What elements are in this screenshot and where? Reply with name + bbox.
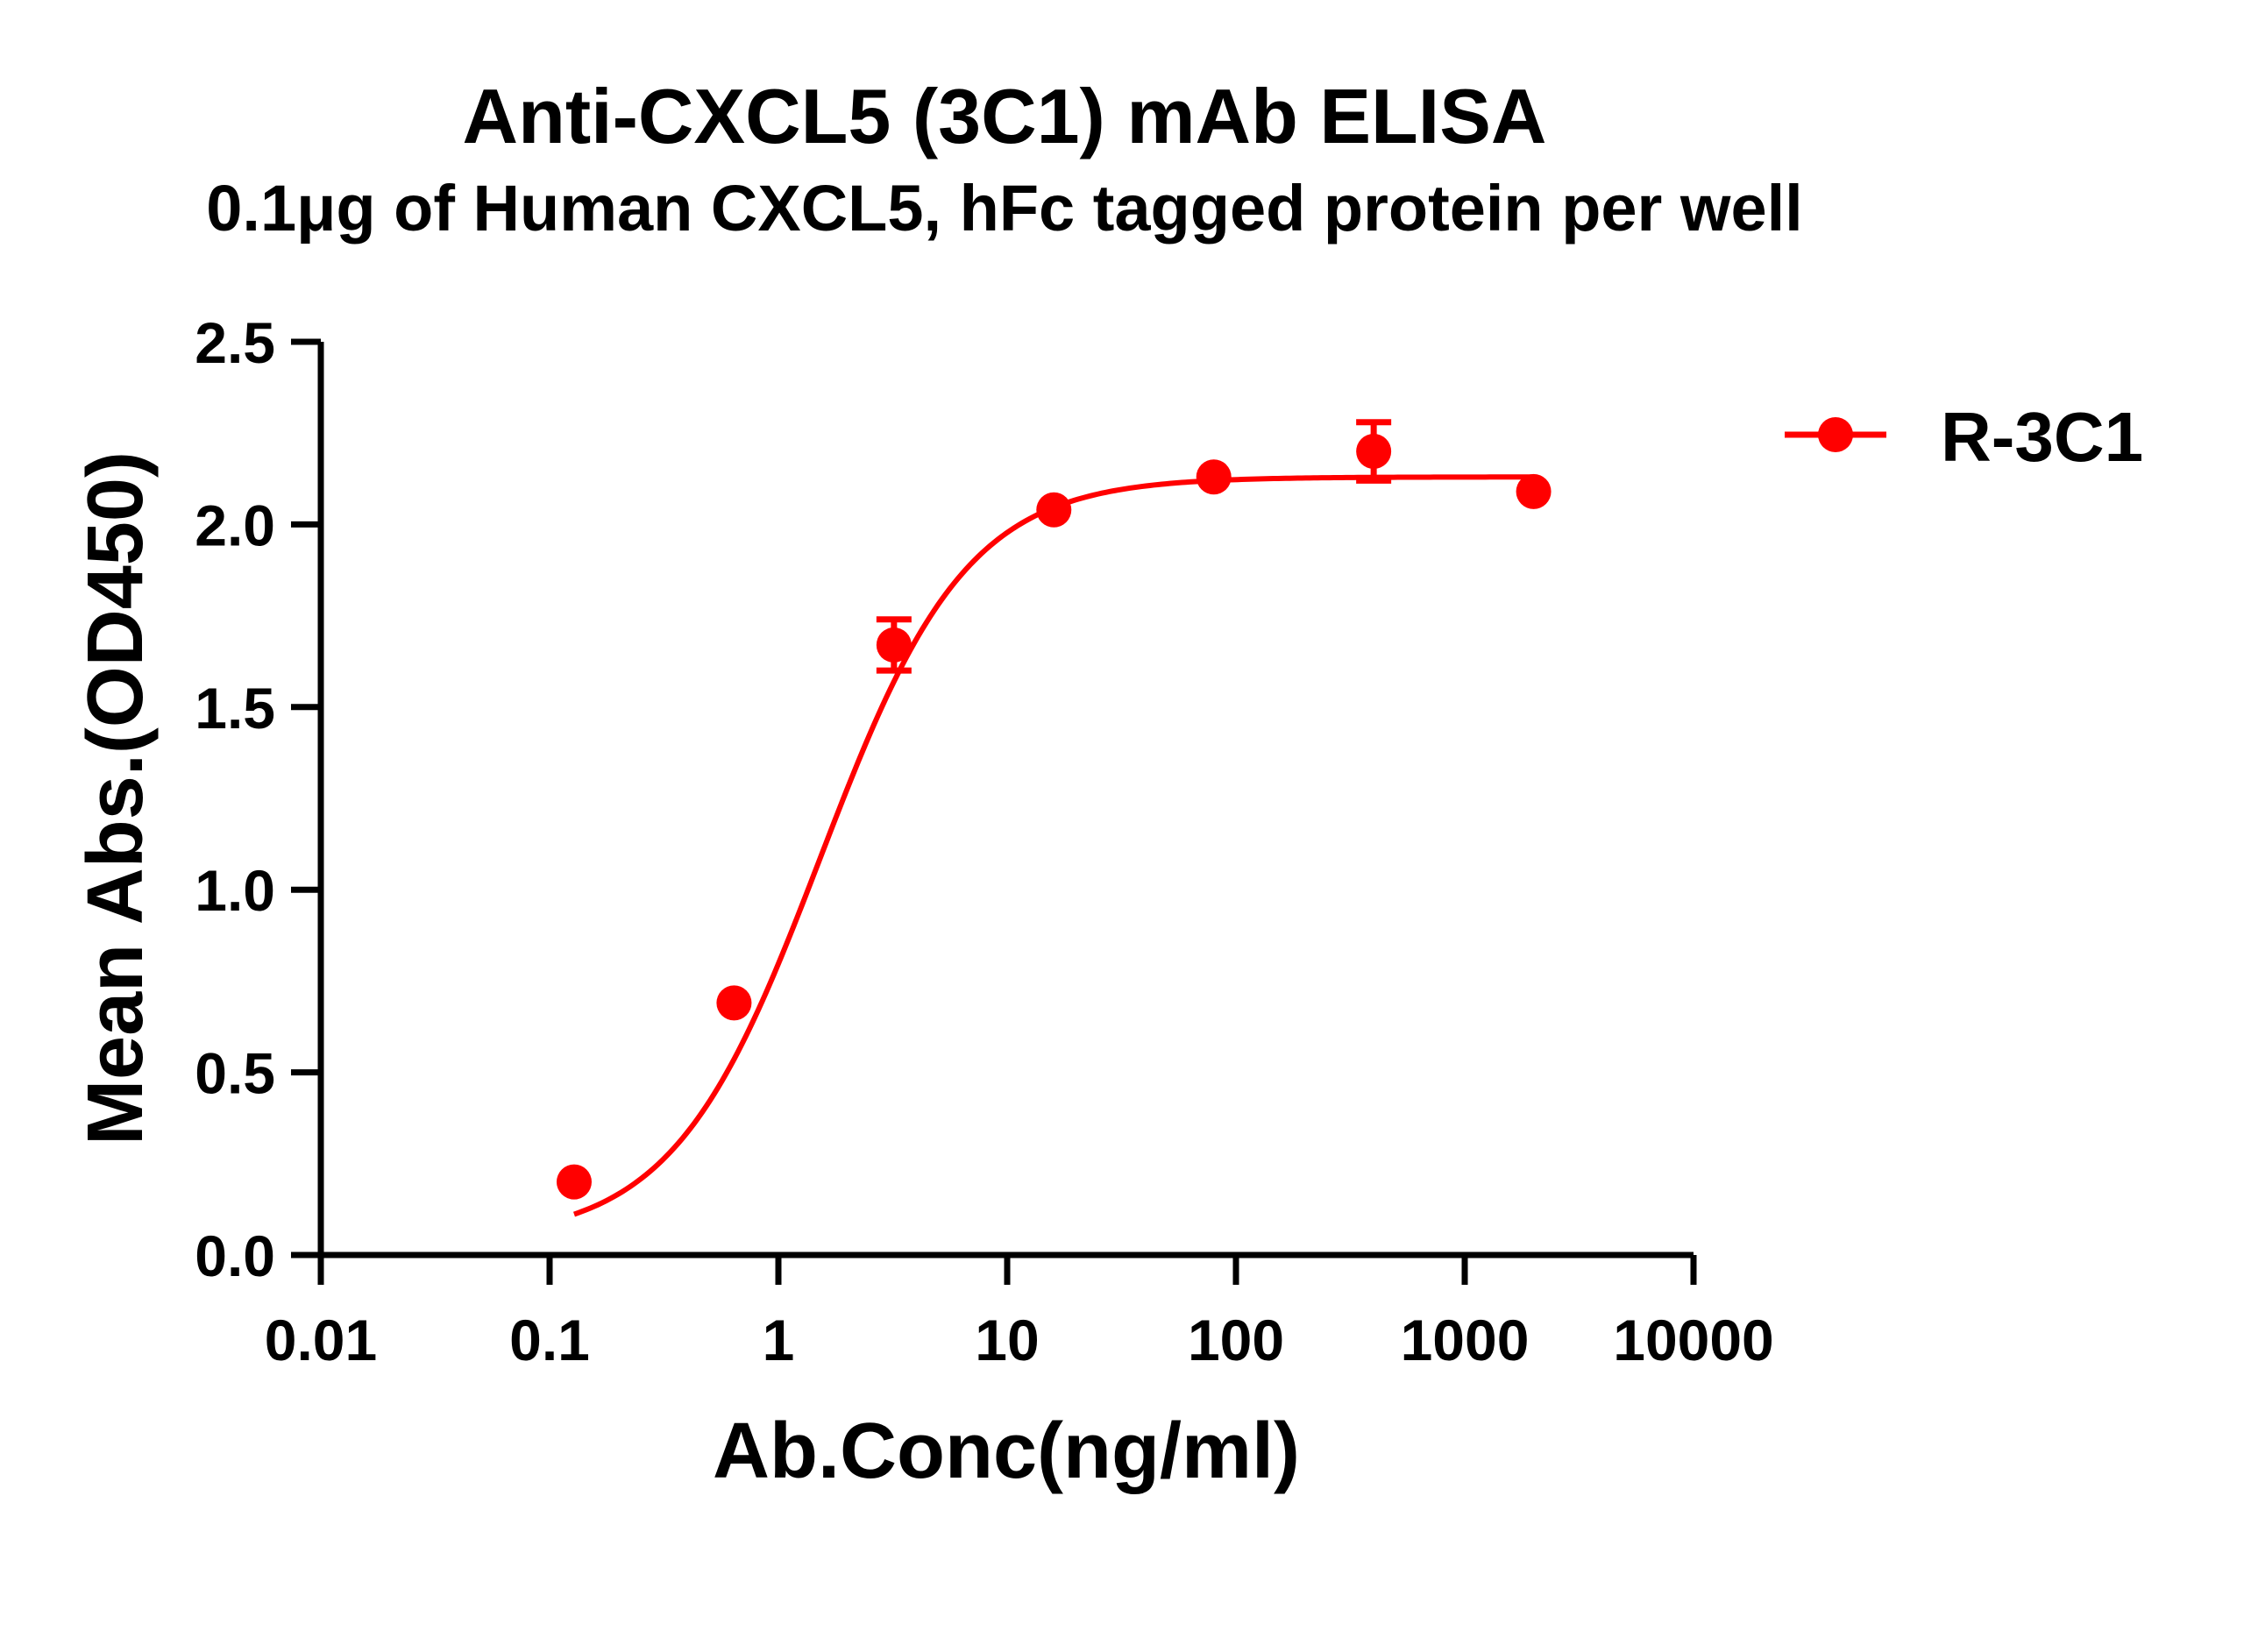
x-tick-label: 1 (763, 1308, 795, 1372)
legend-marker (1818, 417, 1853, 452)
x-tick-label: 10000 (1613, 1308, 1774, 1372)
x-tick-label: 10 (975, 1308, 1039, 1372)
data-point (716, 985, 752, 1021)
x-axis-label: Ab.Conc(ng/ml) (713, 1407, 1300, 1495)
x-tick-label: 1000 (1401, 1308, 1530, 1372)
data-point (876, 627, 912, 663)
axis-ticks: 0.01 0.1 1 10 100 1000 10000 0.0 0.5 1.0 1.5 2.0 2.5 (195, 310, 1774, 1372)
y-tick-label: 0.5 (195, 1041, 275, 1106)
data-point (1196, 459, 1232, 495)
y-tick-label: 2.5 (195, 310, 275, 375)
y-axis-label: Mean Abs.(OD450) (72, 451, 160, 1145)
data-point (556, 1164, 592, 1200)
data-point (1356, 434, 1392, 470)
chart-subtitle: 0.1μg of Human CXCL5, hFc tagged protein… (206, 172, 1803, 245)
legend: R-3C1 (1785, 398, 2143, 476)
legend-label: R-3C1 (1941, 398, 2143, 476)
plot-area (556, 419, 1552, 1217)
fit-curve (572, 474, 1534, 1217)
x-tick-label: 100 (1188, 1308, 1284, 1372)
y-tick-label: 0.0 (195, 1223, 275, 1288)
y-tick-label: 1.5 (195, 676, 275, 741)
y-tick-label: 1.0 (195, 858, 275, 923)
chart-title: Anti-CXCL5 (3C1) mAb ELISA (463, 73, 1547, 160)
x-tick-label: 0.1 (509, 1308, 590, 1372)
x-tick-label: 0.01 (265, 1308, 377, 1372)
data-point (1036, 492, 1072, 528)
data-point (1516, 473, 1552, 509)
y-tick-label: 2.0 (195, 493, 275, 557)
